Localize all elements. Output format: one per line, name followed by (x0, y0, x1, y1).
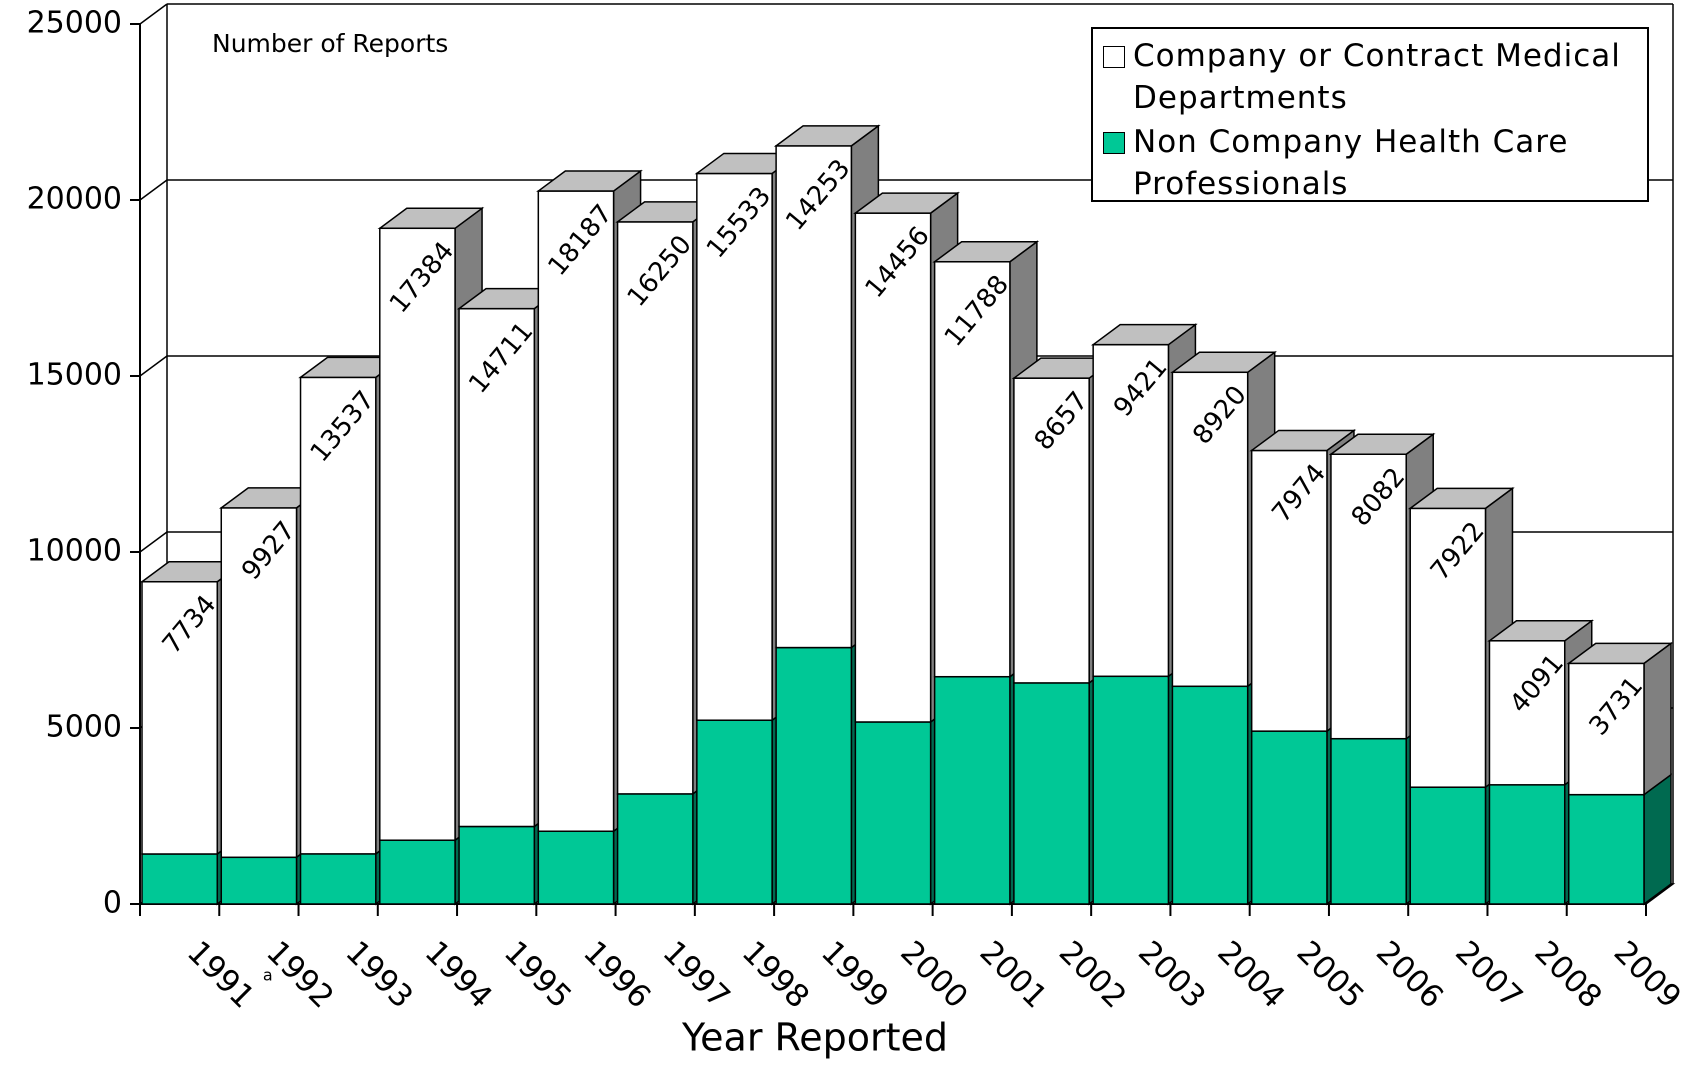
x-tick-label: 1994 (418, 934, 499, 1015)
bar (933, 675, 1011, 905)
bar (1330, 453, 1407, 740)
bar (379, 227, 456, 841)
bar-top (1407, 487, 1515, 510)
x-tick-label: 1993 (338, 934, 419, 1015)
bar (458, 825, 536, 905)
bar (1330, 737, 1407, 905)
x-tick-label: 2008 (1527, 934, 1608, 1015)
x-tick-label: 2002 (1052, 934, 1133, 1015)
bar (1092, 675, 1170, 905)
grid-line (139, 531, 168, 553)
bar (141, 580, 219, 855)
bar (696, 172, 773, 721)
bar (379, 839, 456, 905)
bar (1409, 786, 1487, 905)
bar (1488, 640, 1566, 786)
legend-label: Non Company Health Care Professionals (1133, 124, 1569, 202)
x-tick-label: 1995 (497, 934, 578, 1015)
grid-line (139, 355, 168, 377)
bar-top (1328, 433, 1436, 455)
y-tick-label: 15000 (27, 358, 122, 393)
bar (1567, 793, 1645, 905)
bar-top (1249, 429, 1357, 452)
x-tick-label: 1991 (180, 934, 261, 1015)
x-tick-label: 2009 (1607, 934, 1688, 1015)
bar (141, 853, 219, 905)
grid-line (139, 179, 168, 201)
bar-side (1643, 773, 1672, 906)
bar-top (1090, 323, 1198, 346)
bar-top (1170, 351, 1277, 374)
x-tick-label: 2006 (1369, 934, 1450, 1015)
bar (1250, 730, 1328, 905)
x-tick-label: 2007 (1448, 934, 1529, 1015)
y-tick-label: 25000 (27, 6, 122, 41)
bar (299, 853, 377, 905)
bar (854, 721, 932, 905)
bar-top (377, 207, 485, 230)
bar-side (1643, 641, 1672, 797)
x-tick-label: 2003 (1131, 934, 1212, 1015)
legend-swatch (1103, 132, 1125, 154)
y-axis-label: Number of Reports (212, 29, 448, 58)
bar (537, 830, 615, 905)
bar (1092, 343, 1170, 678)
bar-top (853, 192, 960, 214)
bar (1013, 682, 1090, 905)
bar (854, 212, 932, 723)
bar-top (536, 170, 643, 192)
bar (1171, 371, 1249, 688)
y-tick-label: 0 (103, 886, 122, 921)
legend: Company or Contract Medical Departments N… (1091, 27, 1649, 202)
legend-label: Company or Contract Medical Departments (1133, 38, 1621, 116)
x-tick-label: 1996 (576, 934, 657, 1015)
bar (616, 793, 694, 905)
x-tick-label: 2005 (1290, 934, 1371, 1015)
x-tick-label: 2004 (1210, 934, 1291, 1015)
bar (775, 145, 853, 649)
bar (616, 221, 694, 795)
bar (220, 856, 298, 905)
bar (458, 307, 536, 828)
bar (1409, 507, 1487, 788)
y-tick-label: 20000 (27, 182, 122, 217)
legend-entry: Non Company Health Care Professionals (1103, 121, 1637, 205)
bar (1488, 784, 1566, 905)
bar-top (773, 125, 881, 147)
legend-swatch (1103, 46, 1125, 68)
bar-top (932, 241, 1040, 263)
y-tick-label: 10000 (27, 534, 122, 569)
x-tick-label: 1998 (735, 934, 816, 1015)
x-tick-label: 2001 (973, 934, 1054, 1015)
x-axis-label: Year Reported (681, 1016, 948, 1060)
bar-top (1487, 620, 1595, 642)
bar (1171, 685, 1249, 905)
x-tick-label: 2000 (893, 934, 974, 1015)
bar (220, 507, 298, 859)
bar (299, 376, 377, 855)
bar (775, 646, 853, 905)
x-tick-label: 1999 (814, 934, 895, 1015)
bar (696, 719, 773, 905)
legend-entry: Company or Contract Medical Departments (1103, 35, 1637, 119)
bar (537, 190, 615, 832)
grid-line (139, 3, 168, 25)
y-tick-label: 5000 (46, 710, 122, 745)
bar-top (1566, 642, 1674, 665)
bar (1567, 662, 1645, 796)
footnote-mark: a (263, 966, 273, 985)
x-tick-label: 1997 (656, 934, 737, 1015)
